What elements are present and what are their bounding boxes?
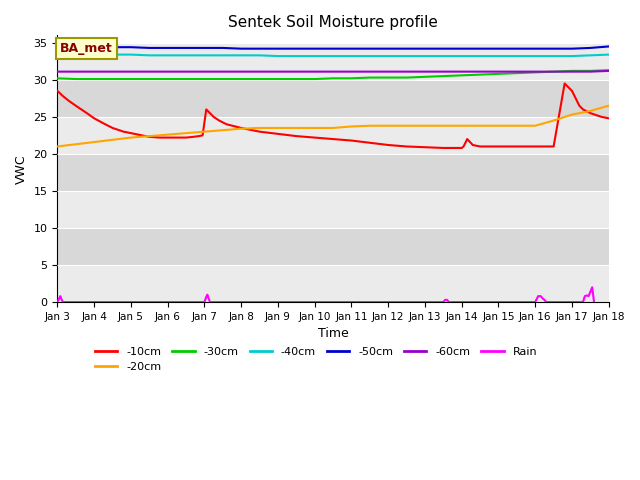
Bar [58, 228, 609, 265]
Bar [58, 117, 609, 154]
Bar [58, 191, 609, 228]
Bar [58, 265, 609, 302]
Y-axis label: VWC: VWC [15, 154, 28, 183]
Title: Sentek Soil Moisture profile: Sentek Soil Moisture profile [228, 15, 438, 30]
X-axis label: Time: Time [317, 327, 348, 340]
Legend: -10cm, -20cm, -30cm, -40cm, -50cm, -60cm, Rain: -10cm, -20cm, -30cm, -40cm, -50cm, -60cm… [90, 342, 541, 376]
Bar [58, 80, 609, 117]
Text: BA_met: BA_met [60, 42, 113, 55]
Bar [58, 43, 609, 80]
Bar [58, 154, 609, 191]
